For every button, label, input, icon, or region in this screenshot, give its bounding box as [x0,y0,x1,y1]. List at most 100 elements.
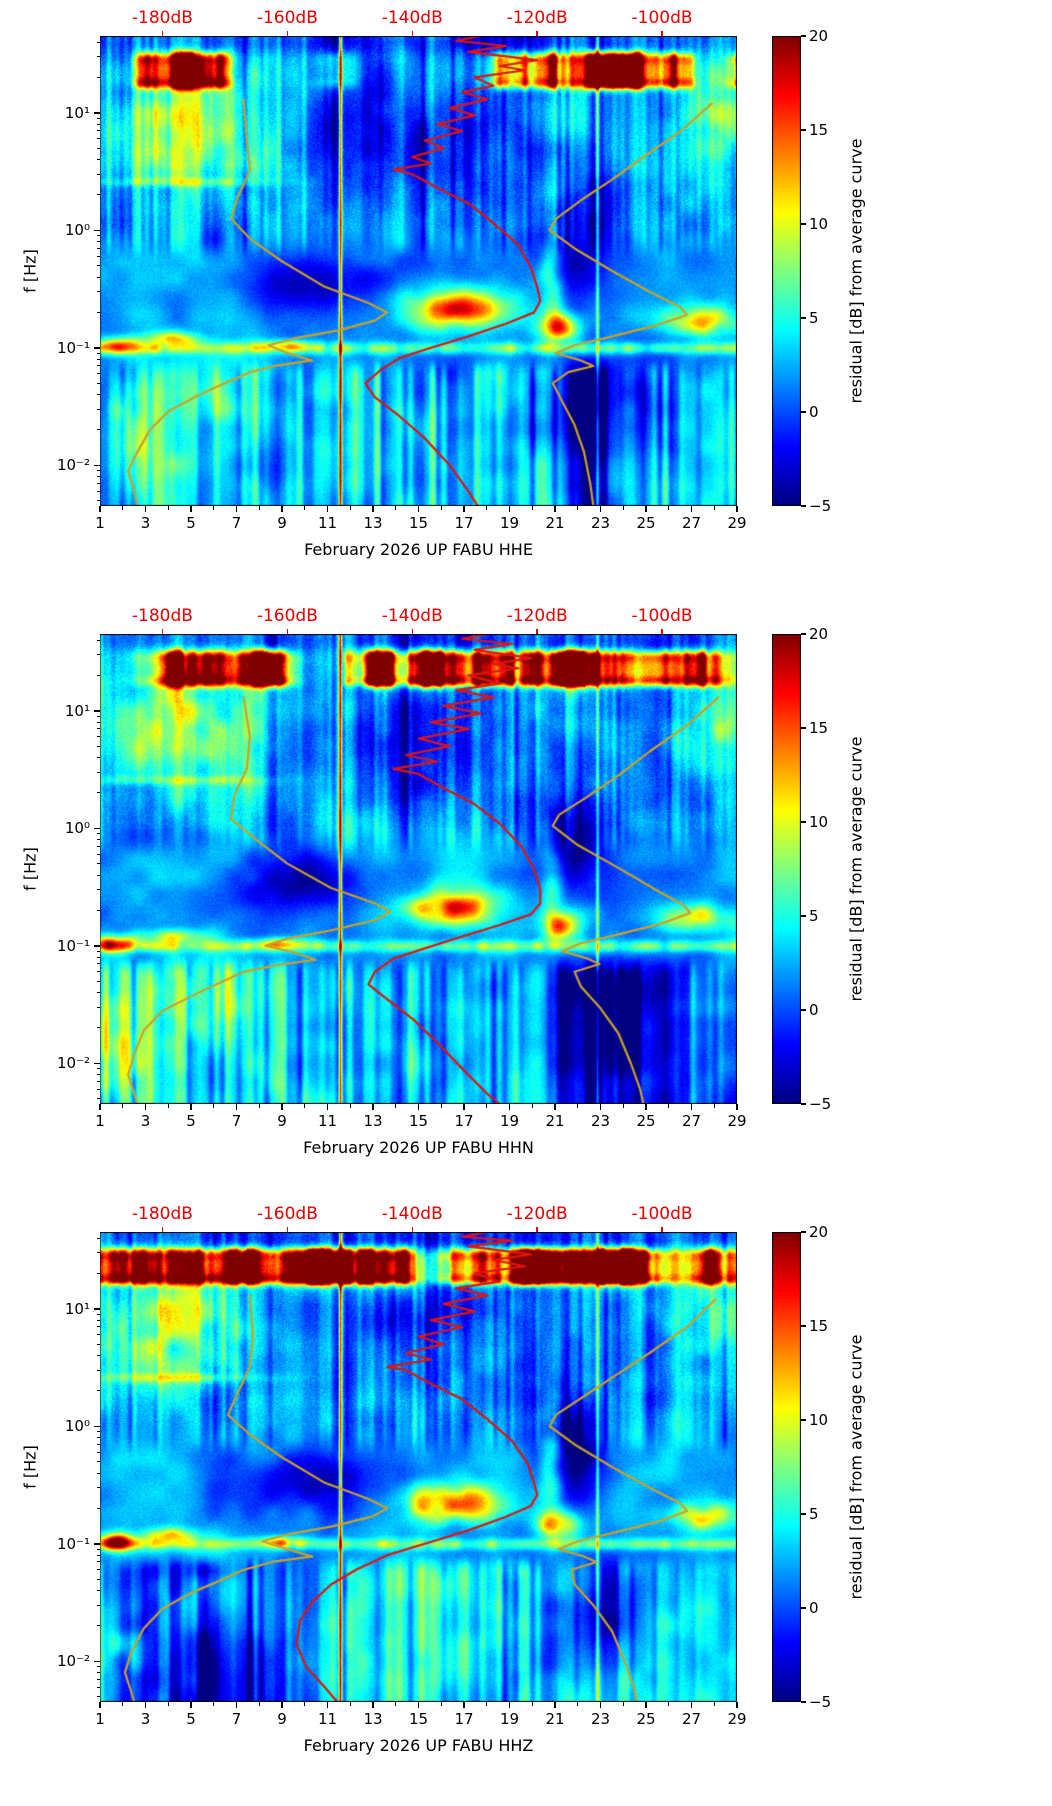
top-db-tick-label: -160dB [256,606,318,626]
y-minor-tick [96,715,100,717]
colorbar-label: residual [dB] from average curve [846,138,866,404]
top-db-tick [661,629,663,634]
y-tick [94,112,100,114]
y-minor-tick [96,147,100,149]
colorbar-tick [801,1513,806,1515]
x-tick-label: 13 [363,514,383,532]
x-tick [463,506,465,512]
y-minor-tick [96,745,100,747]
x-tick-label: 25 [636,1710,656,1728]
x-tick-label: 29 [727,514,747,532]
y-minor-tick [96,771,100,773]
x-tick-label: 25 [636,1112,656,1130]
x-tick-label: 23 [590,514,611,532]
x-tick-label: 9 [277,1710,287,1728]
x-tick-label: 5 [186,1112,196,1130]
x-tick [508,1104,511,1110]
colorbar-tick [801,821,806,823]
x-tick-label: 19 [499,1710,520,1728]
colorbar-canvas [772,634,801,1104]
x-tick [144,1104,147,1110]
colorbar-tick-label: 15 [809,121,829,139]
x-minor-tick [258,506,260,510]
y-tick-label: 10⁰ [64,819,90,838]
x-tick-label: 23 [590,1112,611,1130]
y-minor-tick [96,1080,100,1082]
x-tick-label: 7 [231,514,242,532]
x-tick [599,1104,602,1110]
y-minor-tick [96,1554,100,1556]
y-minor-tick [96,971,100,973]
x-tick-label: 11 [317,514,338,532]
y-tick [94,945,100,947]
y-minor-tick [96,1088,100,1090]
y-minor-tick [96,470,100,472]
x-tick [463,1104,465,1110]
x-tick [554,1104,556,1110]
y-minor-tick [96,500,100,502]
colorbar-tick [801,411,806,413]
x-tick [599,1702,602,1708]
top-db-tick [536,1227,538,1232]
y-minor-tick [96,1326,100,1328]
x-minor-tick [167,1104,169,1108]
x-minor-tick [531,1104,533,1108]
top-db-tick-label: -140dB [381,1204,443,1224]
y-minor-tick [96,1237,100,1239]
x-minor-tick [349,506,351,510]
x-minor-tick [304,1104,306,1108]
y-tick-label: 10¹ [64,103,90,122]
x-tick [508,506,511,512]
top-db-tick-label: -100dB [631,8,693,28]
x-tick [463,1702,465,1708]
y-minor-tick [96,1252,100,1254]
top-db-tick-label: -180dB [131,8,193,28]
x-tick-label: 11 [317,1710,338,1728]
top-db-tick [661,31,663,36]
y-minor-tick [96,1569,100,1571]
colorbar: −5 0 5 10 15 20 [772,27,831,515]
y-minor-tick [96,235,100,237]
y-minor-tick [96,1431,100,1433]
x-minor-tick [486,1104,488,1108]
y-minor-tick [96,874,100,876]
x-tick-label: 11 [317,1112,338,1130]
colorbar-tick-label: −5 [809,497,832,515]
x-tick [235,1702,238,1708]
y-minor-tick [96,853,100,855]
x-minor-tick [713,506,715,510]
y-minor-tick [96,123,100,125]
y-minor-tick [96,992,100,993]
x-minor-tick [213,506,215,510]
y-axis-label: f [Hz] [20,1445,40,1489]
x-tick-label: 15 [408,1710,429,1728]
colorbar-tick-label: 15 [809,1317,829,1335]
y-minor-tick [96,1390,100,1392]
x-tick-label: 7 [231,1710,242,1728]
x-minor-tick [258,1104,260,1108]
colorbar-tick-label: −5 [809,1095,832,1113]
y-minor-tick [96,1678,100,1680]
x-tick [736,506,738,512]
y-minor-tick [96,1578,100,1580]
y-tick [94,1425,100,1427]
y-minor-tick [96,1443,100,1445]
y-minor-tick [96,373,100,375]
top-db-tick-label: -160dB [256,1204,318,1224]
x-tick-label: 29 [727,1710,747,1728]
x-tick [554,506,556,512]
plot-area: -180dB -160dB -140dB -120dB -100dB 1 3 5 7 9 11 13 1… [57,1204,747,1728]
y-tick-label: 10⁻¹ [56,936,90,955]
x-tick [235,506,238,512]
plot-area: -180dB -160dB -140dB -120dB -100dB 1 3 5 7 9 11 13 1… [57,8,747,532]
colorbar-tick [801,317,806,319]
x-tick [190,506,192,512]
y-minor-tick [96,1437,100,1439]
x-tick-label: 21 [545,1112,565,1130]
x-tick-label: 17 [454,1710,474,1728]
y-minor-tick [96,674,100,676]
colorbar-tick-label: 15 [809,719,829,737]
y-minor-tick [96,1451,100,1453]
y-minor-tick [96,1590,100,1591]
colorbar-label: residual [dB] from average curve [846,1334,866,1600]
